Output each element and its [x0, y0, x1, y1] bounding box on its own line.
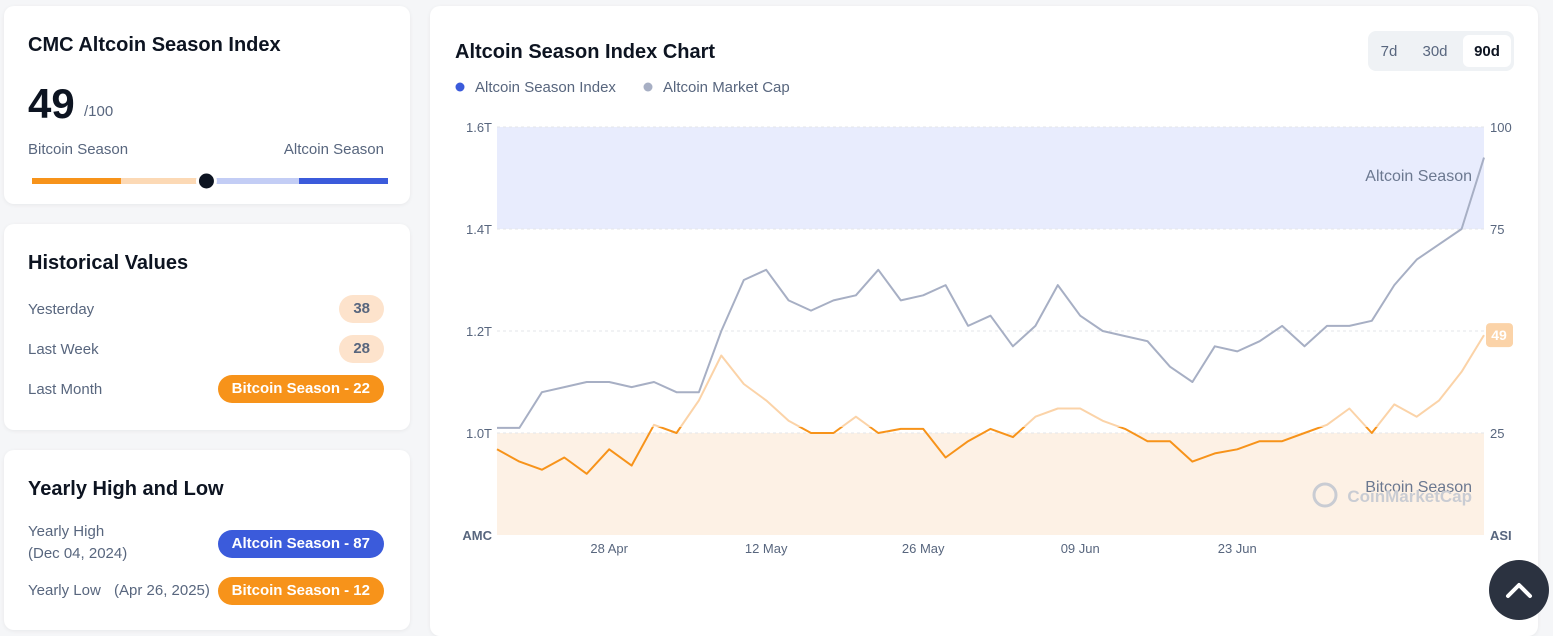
yearly-card: Yearly High and Low Yearly High (Dec 04,…	[4, 450, 410, 630]
chart-card: Altcoin Season Index Chart 7d 30d 90d Altcoi…	[430, 6, 1538, 636]
row-date: (Dec 04, 2024)	[28, 545, 128, 562]
range-button[interactable]	[1463, 35, 1511, 67]
arrow-icon	[1506, 583, 1532, 598]
value-badge	[1486, 323, 1513, 348]
range-label[interactable]: 30d	[1422, 43, 1447, 60]
back-to-top[interactable]	[1489, 560, 1549, 620]
legend-label: Altcoin Market Cap	[663, 79, 790, 96]
row-value: Altcoin Season - 87	[217, 530, 384, 558]
slider-segment	[210, 178, 299, 184]
row-value: Bitcoin Season - 22	[217, 375, 384, 403]
x-tick-label: 23 Jun	[1218, 541, 1257, 556]
y2-axis-label: ASI	[1490, 528, 1512, 543]
season-band	[497, 127, 1484, 229]
watermark-logo	[1312, 482, 1338, 508]
chart: Altcoin Season Index Chart 7d 30d 90d Altcoi…	[455, 31, 1514, 556]
row-label: Yearly High	[28, 523, 105, 540]
row-value: Bitcoin Season - 12	[217, 577, 384, 605]
slider-segment	[121, 178, 210, 184]
yearly-title: Yearly High and Low	[28, 478, 224, 500]
index-card: CMC Altcoin Season Index 49 /100 Bitcoin…	[4, 6, 410, 204]
slider-segment	[32, 178, 121, 184]
y2-tick-label: 25	[1490, 426, 1504, 441]
x-tick-label: 09 Jun	[1061, 541, 1100, 556]
bitcoin-label: Bitcoin Season	[28, 141, 129, 158]
series-line	[497, 157, 1485, 429]
index-title: CMC Altcoin Season Index	[28, 34, 281, 56]
x-tick-label: 12 May	[745, 541, 788, 556]
range-label[interactable]: 7d	[1381, 43, 1398, 60]
slider-segment	[299, 178, 388, 184]
row-label: Last Week	[28, 341, 99, 358]
index-max: /100	[84, 103, 114, 120]
legend-label: Altcoin Season Index	[475, 79, 616, 96]
historical-title: Historical Values	[28, 252, 189, 274]
watermark: CoinMarketCap	[1347, 487, 1472, 506]
season-band	[497, 433, 1484, 535]
y2-tick-label: 75	[1490, 222, 1504, 237]
value-label: 49	[1491, 327, 1507, 343]
series-line	[496, 334, 1485, 475]
row-label: Last Month	[28, 381, 103, 398]
row-label: Yearly Low	[28, 582, 101, 599]
y-axis-label: AMC	[462, 528, 492, 543]
chart-title: Altcoin Season Index Chart	[455, 41, 715, 63]
row-date: (Apr 26, 2025)	[114, 582, 210, 599]
slider-knob	[195, 170, 217, 191]
y-tick-label: 1.6T	[466, 120, 492, 135]
historical-card: Historical Values Yesterday 38 Last Week…	[4, 224, 410, 430]
y-tick-label: 1.2T	[466, 324, 492, 339]
band-label: Altcoin Season	[1365, 168, 1472, 185]
y-tick-label: 1.4T	[466, 222, 492, 237]
legend-dot	[643, 82, 653, 92]
x-tick-label: 26 May	[902, 541, 945, 556]
index-score: 49	[28, 80, 75, 127]
x-tick-label: 28 Apr	[590, 541, 628, 556]
band-label: Bitcoin Season	[1365, 479, 1472, 496]
row-value: 28	[339, 335, 384, 363]
y2-tick-label: 100	[1490, 120, 1512, 135]
row-label: Yesterday	[28, 301, 95, 318]
y-tick-label: 1.0T	[466, 426, 492, 441]
altcoin-label: Altcoin Season	[283, 141, 384, 158]
row-value: 38	[339, 295, 384, 323]
legend-dot	[455, 82, 465, 92]
range-label[interactable]: 90d	[1474, 43, 1500, 60]
season-slider	[32, 170, 388, 191]
